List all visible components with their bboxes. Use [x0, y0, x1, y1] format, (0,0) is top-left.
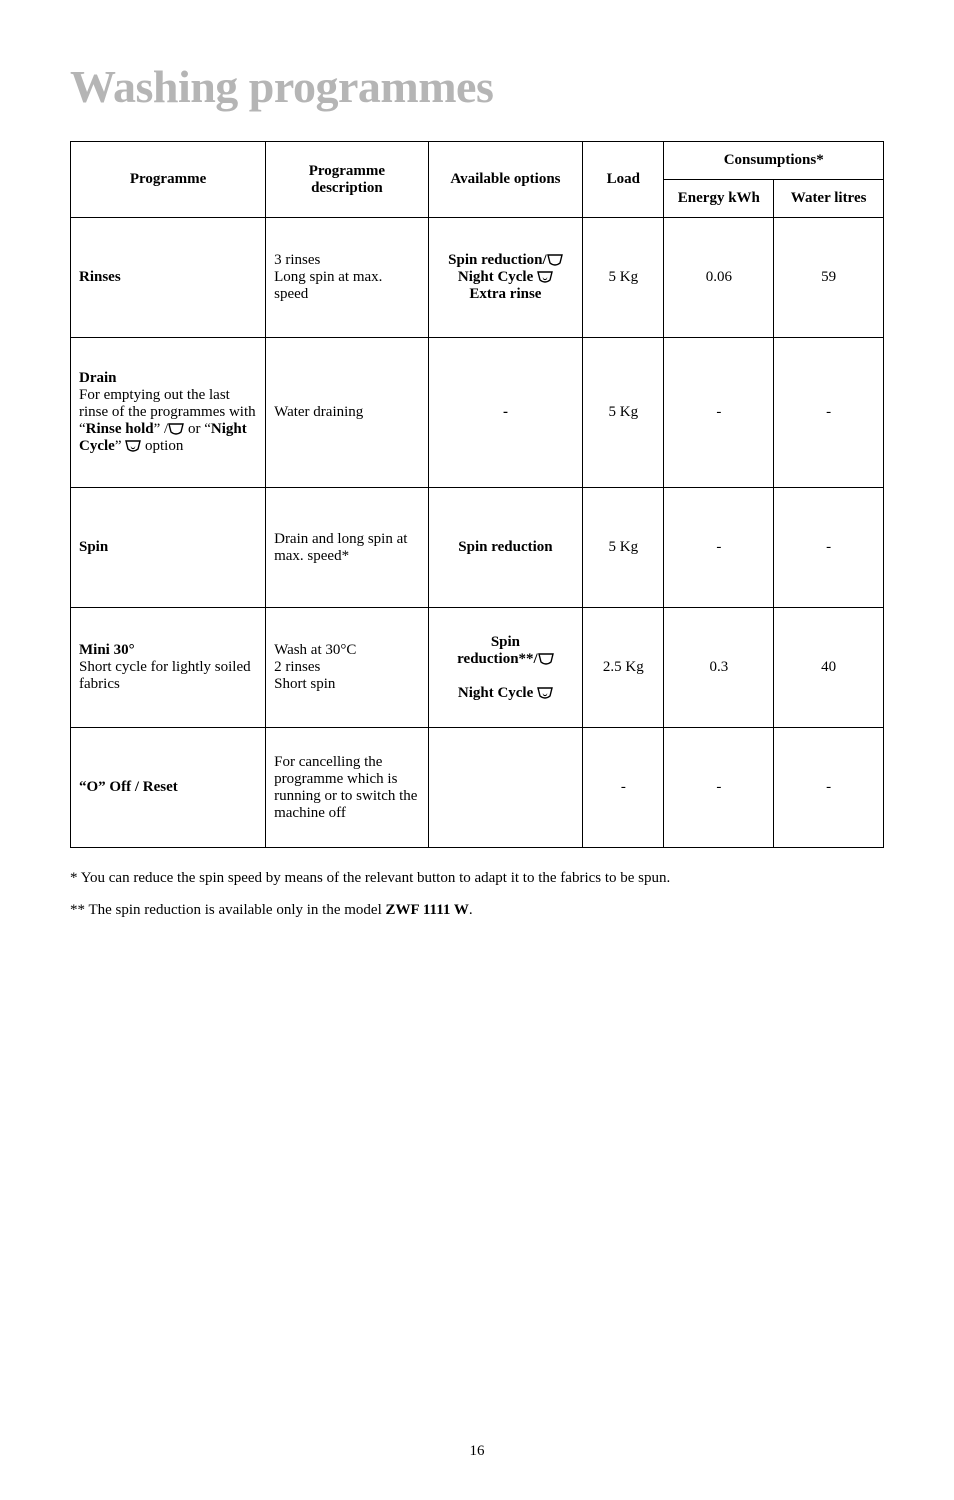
footnotes: * You can reduce the spin speed by means…: [70, 866, 884, 923]
table-row: DrainFor emptying out the last rinse of …: [71, 338, 884, 488]
cell-water: 59: [774, 218, 884, 338]
th-options: Available options: [428, 142, 582, 218]
cell-energy: -: [664, 488, 774, 608]
footnote: ** The spin reduction is available only …: [70, 898, 884, 924]
cell-programme: Spin: [71, 488, 266, 608]
cell-options: -: [428, 338, 582, 488]
cell-description: Drain and long spin at max. speed*: [266, 488, 429, 608]
programmes-table: Programme Programme description Availabl…: [70, 141, 884, 848]
cell-water: 40: [774, 608, 884, 728]
cell-energy: 0.3: [664, 608, 774, 728]
footnote: * You can reduce the spin speed by means…: [70, 866, 884, 892]
cell-description: Water draining: [266, 338, 429, 488]
table-row: SpinDrain and long spin at max. speed*Sp…: [71, 488, 884, 608]
cell-description: 3 rinsesLong spin at max. speed: [266, 218, 429, 338]
cell-energy: -: [664, 338, 774, 488]
page-number: 16: [70, 1443, 884, 1460]
table-header-row-1: Programme Programme description Availabl…: [71, 142, 884, 180]
cell-programme: DrainFor emptying out the last rinse of …: [71, 338, 266, 488]
cell-water: -: [774, 338, 884, 488]
cell-energy: 0.06: [664, 218, 774, 338]
cell-options: [428, 728, 582, 848]
cell-water: -: [774, 728, 884, 848]
page-title: Washing programmes: [70, 60, 884, 113]
th-water: Water litres: [774, 180, 884, 218]
cell-load: 2.5 Kg: [583, 608, 664, 728]
cell-load: -: [583, 728, 664, 848]
cell-options: Spin reduction: [428, 488, 582, 608]
cell-load: 5 Kg: [583, 488, 664, 608]
cell-options: Spin reduction/Night Cycle Extra rinse: [428, 218, 582, 338]
cell-energy: -: [664, 728, 774, 848]
th-load: Load: [583, 142, 664, 218]
cell-programme: Rinses: [71, 218, 266, 338]
cell-programme: “O” Off / Reset: [71, 728, 266, 848]
cell-options: Spinreduction**/Night Cycle: [428, 608, 582, 728]
th-programme: Programme: [71, 142, 266, 218]
cell-description: For cancelling the programme which is ru…: [266, 728, 429, 848]
cell-water: -: [774, 488, 884, 608]
th-energy: Energy kWh: [664, 180, 774, 218]
th-consumptions: Consumptions*: [664, 142, 884, 180]
th-description: Programme description: [266, 142, 429, 218]
cell-description: Wash at 30°C2 rinsesShort spin: [266, 608, 429, 728]
table-row: “O” Off / ResetFor cancelling the progra…: [71, 728, 884, 848]
table-row: Mini 30°Short cycle for lightly soiled f…: [71, 608, 884, 728]
cell-load: 5 Kg: [583, 218, 664, 338]
cell-load: 5 Kg: [583, 338, 664, 488]
cell-programme: Mini 30°Short cycle for lightly soiled f…: [71, 608, 266, 728]
table-row: Rinses3 rinsesLong spin at max. speedSpi…: [71, 218, 884, 338]
